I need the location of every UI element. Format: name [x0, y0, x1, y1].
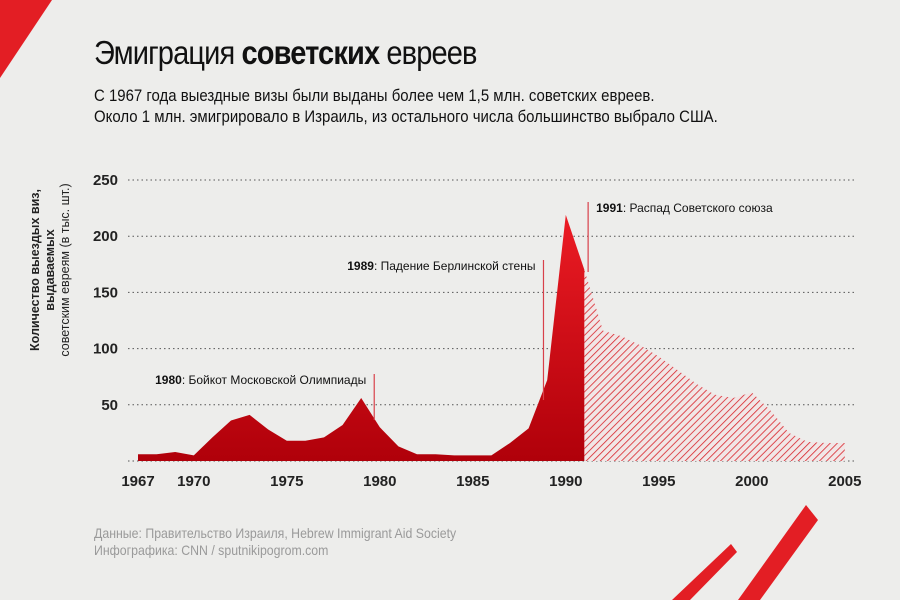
- x-tick-label: 1990: [549, 473, 582, 490]
- annotation-label: 1989: Падение Берлинской стены: [347, 259, 535, 273]
- y-tick-label: 200: [93, 228, 118, 245]
- x-tick-label: 1970: [177, 473, 210, 490]
- x-tick-label: 2005: [828, 473, 861, 490]
- x-tick-label: 1975: [270, 473, 303, 490]
- x-tick-label: 1967: [121, 473, 154, 490]
- x-tick-label: 1995: [642, 473, 675, 490]
- solid-area: [138, 214, 585, 461]
- corner-stripe-bottom-right-thin: [672, 544, 737, 600]
- credit-note: Инфографика: CNN / sputnikipogrom.com: [94, 542, 329, 558]
- y-tick-label: 150: [93, 284, 118, 301]
- source-note: Данные: Правительство Израиля, Hebrew Im…: [94, 525, 457, 541]
- x-tick-label: 2000: [735, 473, 768, 490]
- annotation-label: 1980: Бойкот Московской Олимпиады: [155, 373, 366, 387]
- subtitle-line-1: С 1967 года выездные визы были выданы бо…: [94, 86, 655, 105]
- x-tick-label: 1985: [456, 473, 489, 490]
- corner-stripe-bottom-right: [738, 505, 818, 600]
- x-tick-label: 1980: [363, 473, 396, 490]
- hatched-area: [584, 269, 845, 461]
- y-tick-label: 250: [93, 172, 118, 189]
- corner-stripe-top-left: [0, 0, 52, 78]
- y-tick-label: 100: [93, 341, 118, 358]
- subtitle-line-2: Около 1 млн. эмигрировало в Израиль, из …: [94, 107, 718, 126]
- annotation-label: 1991: Распад Советского союза: [596, 201, 773, 215]
- page-title: Эмиграция советских евреев: [94, 34, 477, 71]
- y-tick-label: 50: [101, 397, 118, 414]
